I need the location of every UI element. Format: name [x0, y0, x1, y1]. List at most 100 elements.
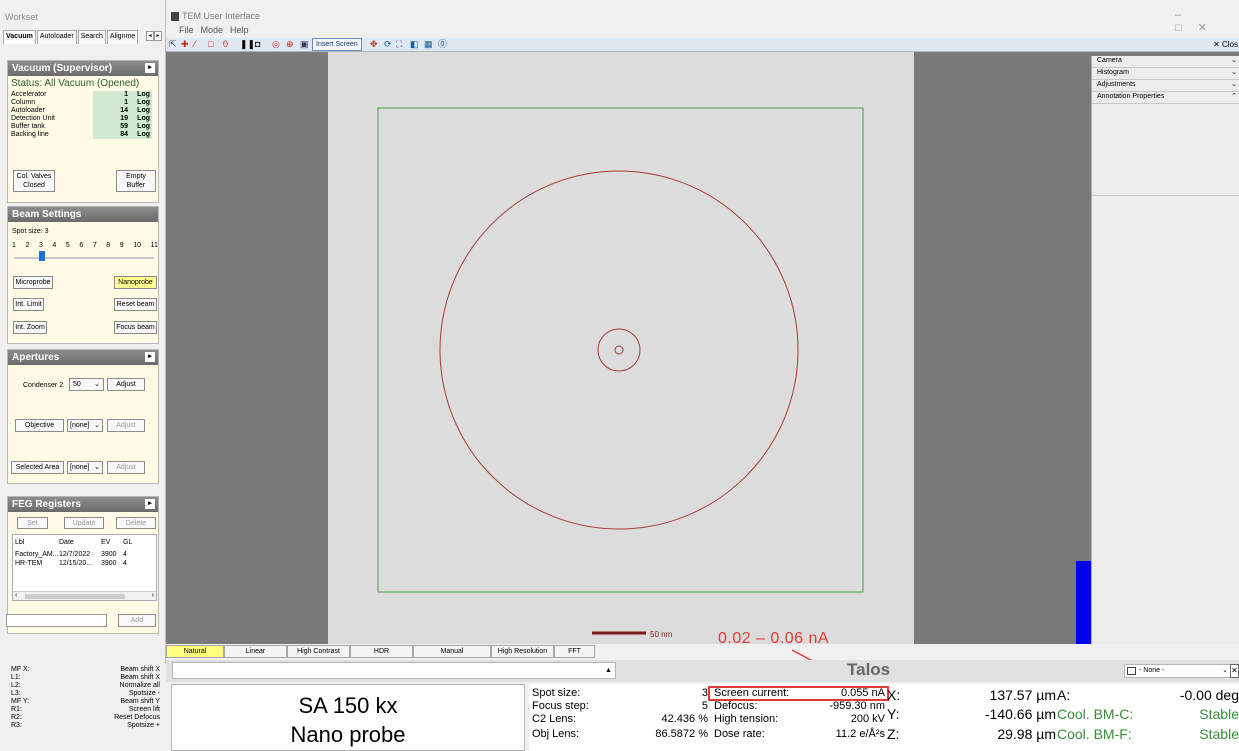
int-limit-button[interactable]: Int. Limit	[13, 298, 44, 311]
scroll-right-icon[interactable]: ›	[151, 592, 154, 599]
objective-select[interactable]: [none] ⌄	[67, 419, 103, 432]
selected-area-select[interactable]: [none] ⌄	[67, 461, 103, 474]
camera-section[interactable]: Camera ⌄	[1092, 56, 1239, 68]
scroll-left-icon[interactable]: ‹	[15, 592, 18, 599]
collapse-icon[interactable]: ▸	[145, 499, 155, 509]
selected-area-button[interactable]: Selected Area	[11, 461, 64, 474]
vacuum-log-link[interactable]: Log	[128, 99, 152, 107]
tab-vacuum[interactable]: Vacuum	[3, 30, 36, 44]
minimize-icon[interactable]: –	[1175, 9, 1198, 21]
feg-column-header[interactable]: EV	[101, 539, 111, 546]
maximize-icon[interactable]: □	[1175, 22, 1198, 34]
button-assignment-row: MF X: Beam shift X	[0, 666, 166, 674]
collapse-icon[interactable]: ▸	[145, 352, 155, 362]
help-icon[interactable]: ⓪	[438, 39, 448, 49]
filter-fft[interactable]: FFT	[554, 645, 595, 658]
feg-update-button[interactable]: Update	[64, 517, 104, 529]
close-icon[interactable]: ✕	[1230, 664, 1239, 678]
feg-column-header[interactable]: GL	[123, 539, 133, 546]
vacuum-log-link[interactable]: Log	[128, 107, 152, 115]
spot-size-slider-thumb[interactable]	[39, 251, 45, 261]
close-pane-button[interactable]: ✕ Clos	[1213, 40, 1238, 49]
spot-size-slider-track[interactable]	[14, 257, 154, 259]
spot-size-tick: 3	[38, 242, 43, 249]
tem-image[interactable]: 50 nm	[328, 52, 914, 644]
nanoprobe-button[interactable]: Nanoprobe	[114, 276, 157, 289]
assignment-key: R2:	[11, 714, 22, 721]
rotate-icon[interactable]: ⟳	[384, 39, 392, 49]
feg-column-header[interactable]: Date	[59, 539, 74, 546]
empty-buffer-button[interactable]: Empty Buffer	[116, 170, 156, 192]
screen-outline-circle	[439, 170, 799, 530]
filter-linear[interactable]: Linear	[224, 645, 287, 658]
reticle-icon[interactable]: ⊕	[286, 39, 294, 49]
line-tool-icon[interactable]: ⁄	[194, 39, 196, 49]
feg-add-button[interactable]: Add	[118, 614, 156, 627]
vacuum-row-value: 84	[93, 131, 128, 139]
annotation-properties-section[interactable]: Annotation Properties ⌃	[1092, 92, 1239, 104]
adjustments-section[interactable]: Adjustments ⌄	[1092, 80, 1239, 92]
filter-hdr[interactable]: HDR	[350, 645, 413, 658]
magnification-value: SA 150 kx	[298, 693, 398, 718]
preset-select[interactable]: - None - ⌄	[1124, 664, 1232, 678]
tab-autoloader[interactable]: Autoloader	[36, 30, 77, 44]
histogram-section[interactable]: Histogram ⌄	[1092, 68, 1239, 80]
objective-adjust-button[interactable]: Adjust	[107, 419, 145, 432]
vacuum-log-link[interactable]: Log	[128, 115, 152, 123]
feg-set-button[interactable]: Set	[17, 517, 48, 529]
mirror-icon[interactable]: ✥	[370, 39, 378, 49]
filter-high-resolution[interactable]: High Resolution	[491, 645, 554, 658]
tab-alignments[interactable]: Alignme	[106, 30, 139, 44]
filter-manual[interactable]: Manual	[413, 645, 491, 658]
menu-mode[interactable]: Mode	[200, 25, 224, 35]
tab-scroll-left-icon[interactable]: ◂	[146, 31, 154, 41]
vacuum-log-link[interactable]: Log	[128, 131, 152, 139]
filter-natural[interactable]: Natural	[166, 645, 224, 658]
close-icon[interactable]: ✕	[1197, 22, 1223, 34]
filter-high-contrast[interactable]: High Contrast	[287, 645, 350, 658]
vacuum-panel-title: Vacuum (Supervisor)	[12, 63, 113, 74]
feg-register-row[interactable]: HR-TEM 12/15/20... 3900 4	[13, 559, 156, 568]
center-dot	[614, 345, 624, 355]
condenser-select[interactable]: 50 ⌄	[69, 378, 104, 391]
int-zoom-button[interactable]: Int. Zoom	[13, 321, 47, 334]
col-valves-button[interactable]: Col. Valves Closed	[13, 170, 55, 192]
tab-search[interactable]: Search	[77, 30, 106, 44]
vacuum-row: Buffer tank 59 Log	[11, 123, 155, 131]
condenser-adjust-button[interactable]: Adjust	[107, 378, 145, 391]
tab-scroll-right-icon[interactable]: ▸	[154, 31, 162, 41]
feg-list-scrollbar[interactable]: ‹ ›	[13, 591, 156, 600]
menu-file[interactable]: File	[179, 25, 194, 35]
insert-screen-button[interactable]: Insert Screen	[312, 38, 362, 51]
vacuum-log-link[interactable]: Log	[128, 123, 152, 131]
expand-up-icon[interactable]: ▲	[605, 667, 612, 674]
pause-icon[interactable]: ❚❚	[240, 39, 256, 49]
feg-delete-button[interactable]: Delete	[116, 517, 156, 529]
vacuum-row-value: 1	[93, 99, 128, 107]
reset-beam-button[interactable]: Reset beam	[114, 298, 157, 311]
overlay-icon[interactable]: ▣	[300, 39, 309, 49]
ellipse-tool-icon[interactable]: 0	[223, 39, 229, 49]
vacuum-log-link[interactable]: Log	[128, 91, 152, 99]
objective-select-value: [none]	[70, 422, 90, 429]
collapse-icon[interactable]: ▸	[145, 63, 155, 73]
compare-icon[interactable]: ◧	[410, 39, 419, 49]
microprobe-button[interactable]: Microprobe	[13, 276, 53, 289]
menu-help[interactable]: Help	[230, 25, 249, 35]
camera-icon[interactable]: ◘	[255, 39, 261, 49]
scrollbar-thumb[interactable]	[25, 594, 125, 599]
selected-area-adjust-button[interactable]: Adjust	[107, 461, 145, 474]
grid-icon[interactable]: ▦	[424, 39, 433, 49]
target-icon[interactable]: ◎	[272, 39, 280, 49]
feg-registers-title: FEG Registers	[12, 499, 81, 510]
feg-register-row[interactable]: Factory_AM... 12/7/2022 3900 4	[13, 550, 156, 559]
pointer-tool-icon[interactable]: ⇱	[169, 39, 177, 49]
rectangle-tool-icon[interactable]: □	[208, 39, 214, 49]
feg-label-input[interactable]	[6, 614, 107, 627]
feg-column-header[interactable]: Lbl	[15, 539, 25, 546]
crosshair-tool-icon[interactable]: ✚	[181, 39, 189, 49]
focus-beam-button[interactable]: Focus beam	[114, 321, 157, 334]
assignment-key: L3:	[11, 690, 21, 697]
fit-icon[interactable]: ⛶	[396, 39, 403, 49]
objective-button[interactable]: Objective	[15, 419, 64, 432]
